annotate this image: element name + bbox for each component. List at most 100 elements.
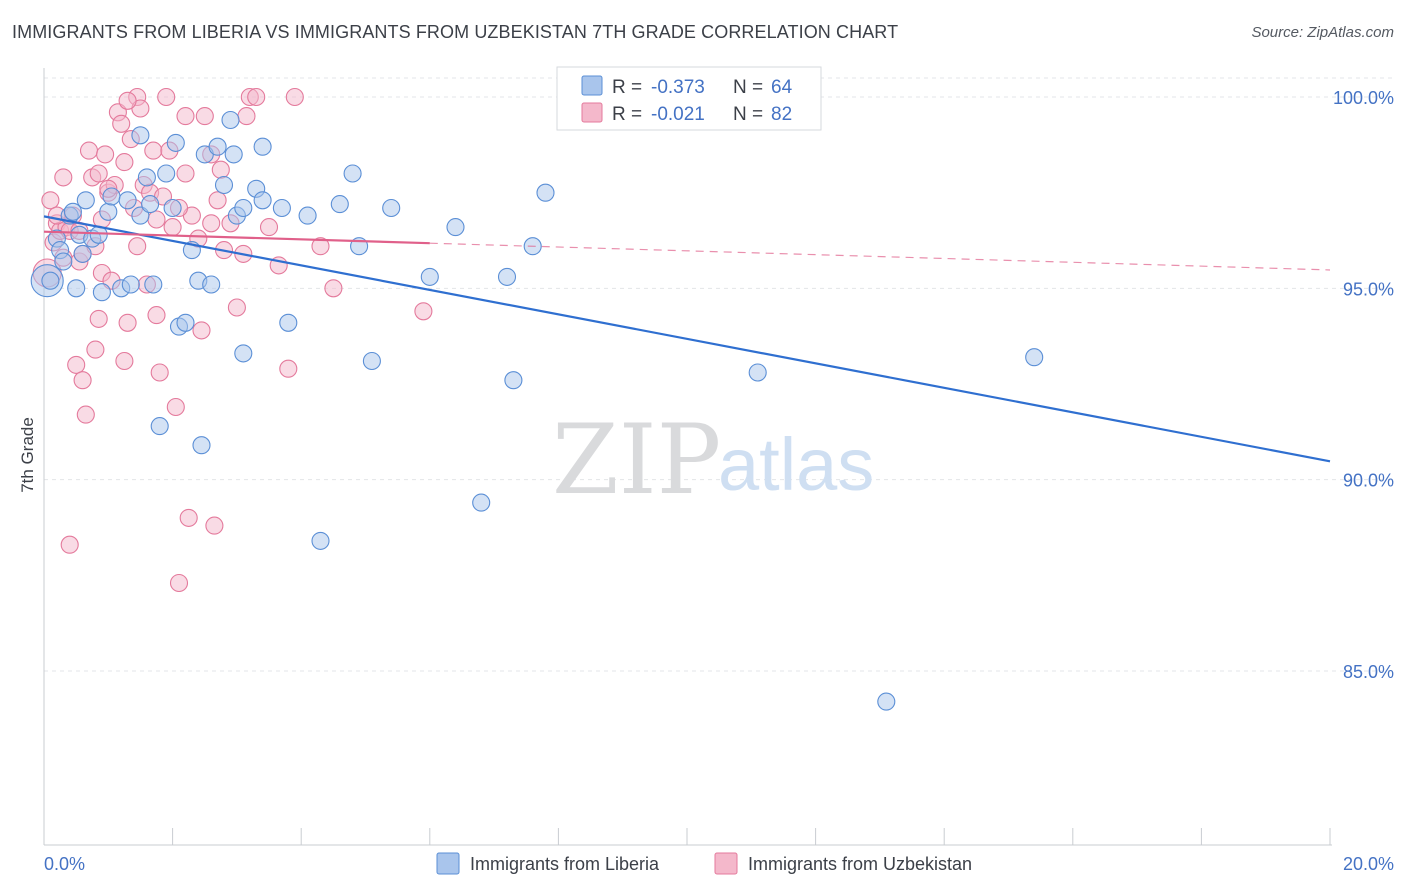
stats-swatch-uzbekistan [581, 102, 603, 123]
point-uzbekistan [208, 191, 227, 210]
point-uzbekistan [414, 302, 433, 321]
point-liberia [362, 351, 381, 371]
stats-r-value-liberia: -0.373 [651, 77, 705, 98]
chart-title: IMMIGRANTS FROM LIBERIA VS IMMIGRANTS FR… [12, 22, 899, 42]
point-uzbekistan [60, 535, 79, 554]
y-tick-label: 95.0% [1343, 279, 1394, 299]
point-liberia [73, 244, 92, 263]
stats-n-value-liberia: 64 [771, 77, 793, 98]
point-uzbekistan [67, 355, 86, 374]
point-liberia [536, 183, 555, 202]
point-uzbekistan [279, 359, 298, 378]
point-uzbekistan [76, 405, 95, 424]
point-liberia [234, 344, 253, 363]
point-uzbekistan [202, 214, 221, 233]
point-uzbekistan [169, 573, 189, 593]
y-tick-label: 100.0% [1333, 88, 1394, 108]
legend-swatch-liberia[interactable] [436, 852, 460, 875]
point-uzbekistan [285, 87, 304, 107]
point-uzbekistan [227, 298, 246, 317]
point-liberia [420, 267, 439, 286]
point-uzbekistan [118, 313, 137, 332]
point-uzbekistan [79, 141, 99, 160]
point-uzbekistan [86, 340, 105, 359]
point-uzbekistan [205, 516, 224, 535]
point-uzbekistan [96, 145, 115, 164]
stats-n-label-liberia: N = [733, 77, 763, 98]
point-uzbekistan [112, 114, 131, 133]
point-liberia [202, 275, 221, 294]
point-liberia [121, 275, 140, 294]
legend-label-uzbekistan[interactable]: Immigrants from Uzbekistan [748, 854, 972, 874]
point-uzbekistan [192, 321, 211, 340]
point-liberia [504, 371, 523, 390]
point-uzbekistan [54, 168, 73, 187]
legend-swatch-uzbekistan[interactable] [714, 852, 738, 875]
point-uzbekistan [128, 237, 147, 256]
point-liberia [63, 202, 82, 221]
point-uzbekistan [195, 107, 214, 126]
point-liberia [311, 531, 330, 550]
watermark-atlas: atlas [718, 423, 874, 506]
point-liberia [272, 198, 291, 218]
point-uzbekistan [211, 160, 230, 179]
point-uzbekistan [115, 351, 134, 371]
point-uzbekistan [324, 279, 343, 298]
point-uzbekistan [157, 87, 176, 107]
point-uzbekistan [311, 237, 330, 256]
point-liberia [343, 164, 362, 183]
point-liberia [176, 313, 195, 332]
point-liberia [472, 493, 491, 512]
point-uzbekistan [147, 210, 166, 229]
point-liberia [144, 275, 163, 294]
stats-n-label-uzbekistan: N = [733, 104, 763, 125]
stats-r-label-uzbekistan: R = [612, 104, 642, 125]
stats-box: R = -0.373 N = 64 R = -0.021 N = 82 [556, 66, 822, 131]
point-liberia [92, 283, 111, 302]
x-tick-label-min: 0.0% [44, 854, 85, 874]
source-credit: Source: ZipAtlas.com [1251, 24, 1394, 41]
point-liberia [234, 198, 253, 218]
stats-r-label-liberia: R = [612, 77, 642, 98]
point-uzbekistan [144, 141, 163, 160]
legend-label-liberia[interactable]: Immigrants from Liberia [470, 854, 660, 874]
x-tick-marks [172, 828, 1331, 845]
series-liberia-points [30, 87, 1044, 711]
point-liberia [137, 168, 156, 187]
point-uzbekistan [163, 218, 182, 237]
point-uzbekistan [118, 91, 137, 110]
point-liberia [192, 436, 211, 455]
point-liberia [877, 692, 896, 711]
point-liberia [67, 279, 86, 298]
legend: Immigrants from Liberia Immigrants from … [436, 852, 972, 875]
point-uzbekistan [115, 153, 134, 172]
point-liberia [150, 417, 169, 436]
point-liberia [76, 191, 95, 210]
point-liberia [157, 164, 176, 183]
watermark: ZIP atlas [552, 404, 874, 516]
point-uzbekistan [166, 397, 185, 417]
point-liberia [131, 206, 150, 225]
trend-line-uzbekistan [43, 230, 430, 245]
point-uzbekistan [89, 164, 108, 183]
point-liberia [102, 187, 121, 206]
point-liberia [382, 198, 401, 218]
point-uzbekistan [150, 363, 169, 382]
watermark-zip: ZIP [552, 404, 721, 516]
trend-line-liberia [43, 215, 1331, 463]
trend-line-uzbekistan-extension [429, 242, 1331, 271]
point-liberia [141, 195, 160, 214]
point-uzbekistan [73, 371, 92, 390]
point-uzbekistan [237, 107, 256, 126]
point-uzbekistan [259, 218, 279, 237]
point-liberia [748, 363, 767, 382]
y-tick-labels: 100.0% 95.0% 90.0% 85.0% [1333, 88, 1394, 682]
point-liberia [214, 175, 234, 195]
point-uzbekistan [176, 107, 195, 126]
point-liberia [224, 145, 243, 164]
point-liberia [166, 133, 185, 152]
point-liberia [330, 195, 349, 214]
point-uzbekistan [247, 87, 266, 107]
point-liberia [1025, 348, 1044, 367]
